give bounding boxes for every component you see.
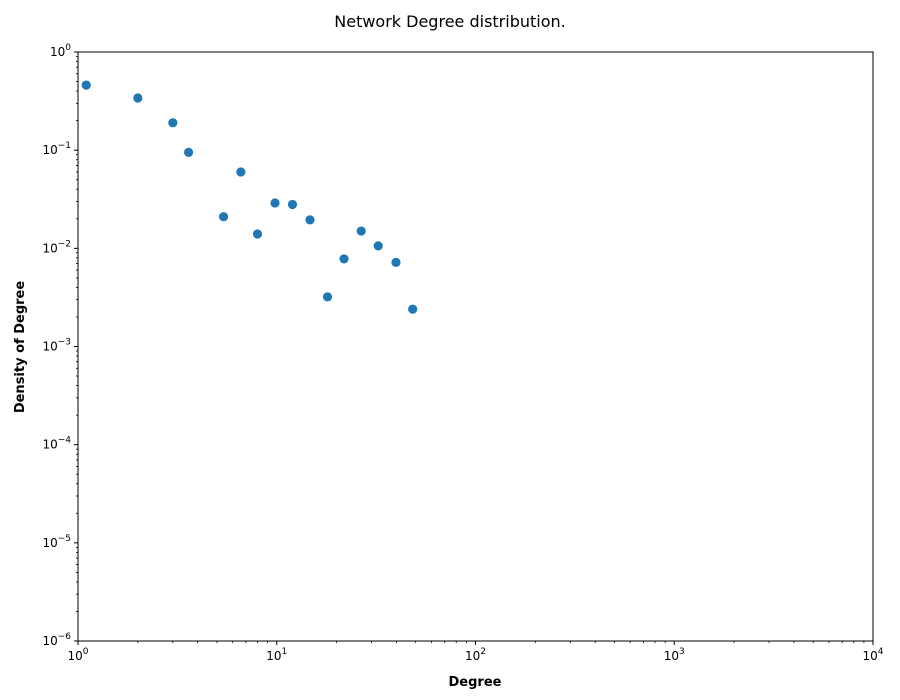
y-tick-label: 100	[50, 43, 71, 59]
data-point	[218, 212, 229, 222]
y-axis-label: Density of Degree	[13, 281, 28, 414]
data-point	[391, 257, 401, 267]
y-tick-base: 10	[42, 536, 57, 550]
x-tick-label: 104	[862, 647, 883, 663]
y-tick-base: 10	[50, 45, 65, 59]
data-point	[373, 241, 383, 251]
x-tick-base: 10	[67, 649, 82, 663]
data-point	[81, 80, 91, 90]
y-tick-exponent: −6	[58, 632, 72, 642]
y-tick-base: 10	[42, 340, 57, 354]
data-point	[133, 93, 143, 103]
data-point	[252, 229, 263, 239]
y-tick-base: 10	[42, 241, 57, 255]
x-tick-base: 10	[266, 649, 281, 663]
y-tick-base: 10	[42, 438, 57, 452]
x-tick-label: 100	[67, 647, 88, 663]
x-tick-exponent: 2	[480, 647, 486, 657]
y-tick-label: 10−1	[42, 141, 71, 157]
y-tick-exponent: 0	[65, 43, 71, 53]
data-point	[183, 147, 194, 157]
x-tick-exponent: 4	[878, 647, 884, 657]
plot-area	[77, 51, 874, 642]
y-tick-label: 10−6	[42, 632, 71, 648]
data-point	[305, 215, 315, 225]
chart-title: Network Degree distribution.	[334, 12, 565, 31]
data-point	[339, 254, 349, 264]
y-tick-exponent: −3	[58, 338, 71, 348]
data-point	[322, 292, 333, 302]
data-point	[236, 167, 246, 177]
x-tick-label: 101	[266, 647, 287, 663]
y-tick-base: 10	[42, 634, 57, 648]
x-tick-exponent: 3	[679, 647, 685, 657]
y-tick-label: 10−5	[42, 534, 71, 550]
data-point	[287, 199, 298, 210]
x-tick-exponent: 0	[83, 647, 89, 657]
y-tick-exponent: −5	[58, 534, 71, 544]
data-point	[356, 226, 366, 236]
y-tick-exponent: −2	[58, 239, 71, 249]
x-axis-label: Degree	[449, 675, 502, 690]
x-tick-base: 10	[465, 649, 480, 663]
x-tick-label: 103	[664, 647, 685, 663]
y-tick-label: 10−2	[42, 239, 71, 255]
data-point	[270, 198, 280, 208]
y-tick-exponent: −4	[58, 436, 72, 446]
x-axis-ticks: 100 101 102 103 104	[67, 641, 884, 663]
x-tick-exponent: 1	[282, 647, 288, 657]
x-tick-base: 10	[664, 649, 679, 663]
data-points	[81, 80, 418, 314]
y-tick-exponent: −1	[58, 141, 71, 151]
x-tick-base: 10	[862, 649, 877, 663]
y-tick-label: 10−3	[42, 338, 71, 354]
x-tick-label: 102	[465, 647, 486, 663]
y-tick-base: 10	[42, 143, 57, 157]
data-point	[408, 304, 418, 314]
y-tick-label: 10−4	[42, 436, 71, 452]
data-point	[168, 118, 178, 128]
